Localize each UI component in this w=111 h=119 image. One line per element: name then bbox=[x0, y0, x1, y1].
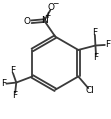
Text: F: F bbox=[10, 66, 15, 75]
Text: F: F bbox=[1, 79, 6, 88]
Text: O: O bbox=[24, 17, 31, 26]
Text: F: F bbox=[94, 53, 99, 62]
Text: +: + bbox=[45, 11, 51, 20]
Text: Cl: Cl bbox=[86, 86, 95, 95]
Text: N: N bbox=[41, 16, 48, 25]
Text: F: F bbox=[92, 27, 98, 37]
Text: −: − bbox=[52, 0, 58, 9]
Text: F: F bbox=[13, 91, 18, 100]
Text: O: O bbox=[47, 2, 54, 12]
Text: F: F bbox=[105, 40, 110, 49]
